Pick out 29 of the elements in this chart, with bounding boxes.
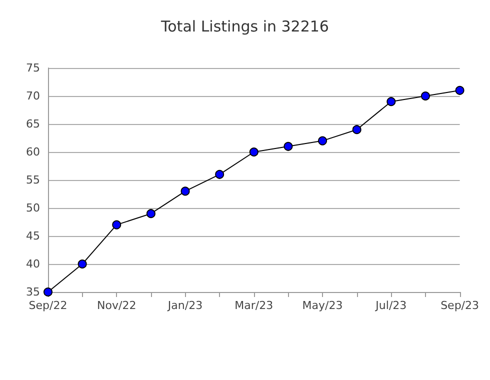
point [215, 170, 224, 179]
x-tick-label: Nov/22 [97, 299, 136, 312]
point [112, 220, 122, 230]
point [386, 97, 396, 106]
x-tick-label: Jan/23 [166, 299, 203, 312]
y-tick-label: 65 [26, 118, 40, 130]
y-tick-label: 75 [26, 62, 40, 74]
y-tick-label: 70 [26, 90, 40, 102]
point [420, 92, 430, 100]
point [455, 86, 464, 95]
point [78, 260, 87, 268]
x-tick-label: Jul/23 [374, 299, 407, 312]
point [180, 186, 190, 196]
point [249, 148, 258, 156]
point [352, 125, 362, 134]
y-tick-label: 55 [26, 174, 40, 186]
x-tick-label: May/23 [302, 299, 343, 312]
y-tick-label: 35 [26, 286, 40, 298]
point [146, 209, 156, 218]
x-tick-label: Sep/22 [28, 299, 68, 312]
chart-title: Total Listings in 32216 [160, 18, 329, 36]
y-tick-label: 40 [26, 258, 40, 270]
point [318, 136, 328, 146]
x-tick-label: Mar/23 [234, 299, 274, 312]
y-tick-label: 60 [26, 146, 40, 158]
point [284, 142, 293, 151]
x-tick-label: Sep/23 [440, 299, 479, 312]
y-tick-label: 50 [26, 202, 40, 214]
y-tick-label: 45 [26, 230, 40, 242]
